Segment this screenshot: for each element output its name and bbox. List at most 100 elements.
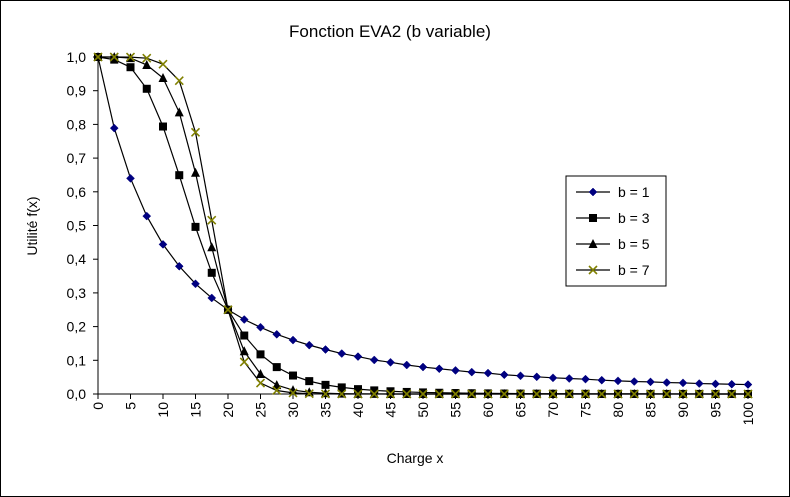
x-tick-label: 30 — [285, 402, 301, 418]
data-point — [109, 52, 119, 62]
y-tick-label: 0,8 — [67, 116, 87, 132]
x-marker-stroke — [109, 52, 119, 62]
data-point — [483, 368, 493, 378]
y-tick-label: 0,3 — [67, 285, 87, 301]
x-marker-stroke — [532, 389, 542, 399]
data-point — [646, 377, 655, 387]
series-1 — [93, 52, 753, 389]
x-marker-stroke — [93, 52, 103, 62]
x-marker-stroke — [239, 357, 249, 367]
data-point — [207, 215, 217, 225]
data-point — [597, 375, 607, 385]
data-point — [515, 389, 526, 399]
x-marker-stroke — [629, 389, 639, 399]
legend-item: b = 5 — [576, 236, 650, 252]
x-marker-stroke — [288, 388, 298, 398]
x-marker-stroke — [418, 389, 428, 399]
y-tick-label: 0,9 — [67, 83, 87, 99]
x-marker-stroke — [645, 389, 656, 399]
data-point — [499, 389, 509, 399]
y-tick-label: 0,5 — [67, 218, 87, 234]
data-point — [240, 331, 249, 340]
data-point — [532, 372, 542, 382]
x-marker-stroke — [385, 389, 396, 399]
data-point — [93, 52, 103, 62]
data-point — [548, 373, 558, 383]
x-marker-stroke — [548, 389, 558, 399]
legend-label: b = 3 — [618, 210, 650, 226]
x-tick-label: 70 — [545, 402, 561, 418]
x-marker-stroke — [613, 389, 623, 399]
x-tick-label: 25 — [253, 402, 269, 418]
y-tick-label: 0,6 — [67, 184, 87, 200]
legend-label: b = 7 — [618, 262, 650, 278]
data-point — [256, 350, 265, 359]
x-tick-label: 75 — [578, 402, 594, 418]
x-marker-stroke — [158, 59, 168, 69]
data-point — [174, 261, 184, 271]
x-marker-stroke — [142, 53, 152, 63]
data-point — [126, 63, 135, 72]
x-marker-stroke — [402, 389, 412, 399]
data-point — [190, 127, 201, 137]
data-point — [305, 377, 314, 386]
legend-marker — [588, 265, 598, 275]
data-point — [175, 171, 184, 180]
legend-label: b = 5 — [618, 236, 650, 252]
y-tick-label: 0,4 — [67, 251, 87, 267]
data-point — [239, 315, 249, 324]
data-point — [353, 389, 363, 399]
data-point — [256, 369, 265, 379]
chart-title: Fonction EVA2 (b variable) — [289, 22, 491, 41]
x-marker-stroke — [272, 385, 282, 396]
data-point — [451, 366, 460, 375]
data-point — [126, 173, 135, 183]
data-point — [191, 279, 200, 289]
y-tick-label: 0,0 — [67, 386, 87, 402]
data-point — [662, 378, 672, 387]
data-point — [369, 389, 379, 399]
x-marker-stroke — [434, 389, 444, 399]
data-point — [109, 123, 119, 133]
legend-marker — [588, 187, 598, 197]
data-point — [304, 389, 314, 399]
x-marker-stroke — [743, 389, 753, 399]
data-point — [386, 357, 395, 367]
x-marker-stroke — [727, 389, 737, 399]
data-point — [304, 340, 314, 350]
data-point — [516, 371, 525, 381]
data-point — [321, 388, 330, 398]
data-point — [288, 385, 298, 395]
data-point — [272, 385, 282, 396]
data-point — [402, 360, 412, 370]
data-point — [564, 374, 574, 383]
data-point — [142, 59, 152, 69]
x-marker-stroke — [255, 378, 266, 388]
data-point — [743, 380, 753, 389]
data-point — [125, 52, 136, 62]
x-marker-stroke — [320, 389, 331, 399]
data-point — [239, 357, 249, 367]
data-point — [142, 53, 152, 63]
data-point — [548, 389, 558, 399]
x-marker-stroke — [564, 389, 574, 399]
data-point — [711, 379, 720, 389]
data-point — [207, 268, 216, 277]
y-axis-label: Utilité f(x) — [24, 196, 40, 255]
x-tick-label: 100 — [740, 402, 756, 426]
data-point — [467, 367, 477, 377]
x-marker-stroke — [190, 127, 201, 137]
data-point — [532, 389, 542, 399]
x-marker-stroke — [678, 389, 688, 399]
data-point — [450, 389, 461, 399]
x-tick-label: 45 — [383, 402, 399, 418]
x-tick-label: 5 — [123, 402, 139, 410]
data-point — [321, 345, 330, 354]
legend-item: b = 1 — [576, 184, 650, 200]
x-tick-label: 50 — [415, 402, 431, 418]
x-marker-stroke — [515, 389, 526, 399]
data-point — [272, 329, 282, 339]
data-point — [158, 240, 168, 249]
x-marker-stroke — [588, 265, 598, 275]
x-marker-stroke — [125, 52, 136, 62]
